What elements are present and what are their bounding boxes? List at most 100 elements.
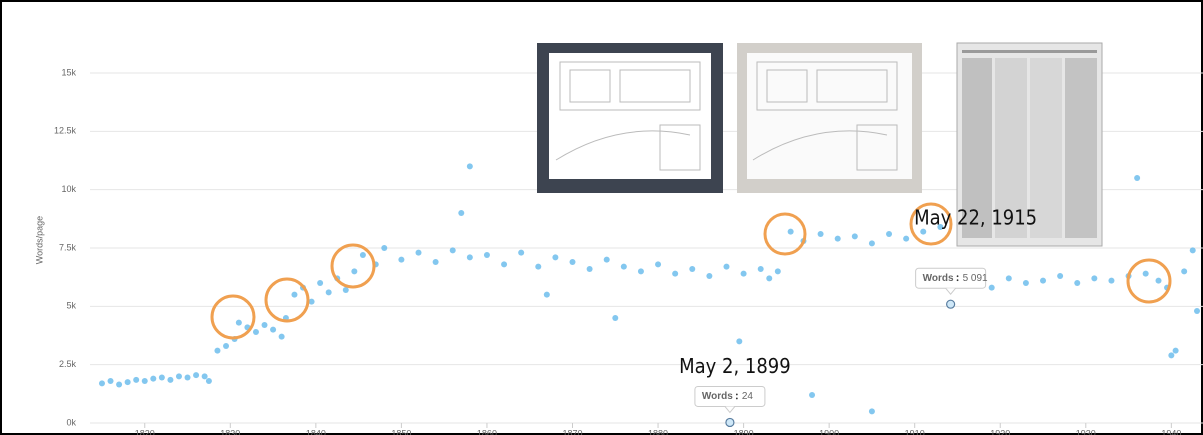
point [766,275,773,282]
point [308,298,315,305]
point [1155,277,1162,284]
point [868,240,875,247]
point [1168,352,1175,359]
point [466,163,473,170]
point [223,343,230,349]
point [141,378,148,384]
tooltip-sep [956,279,959,282]
point [637,268,644,275]
point [458,210,465,216]
point [1134,175,1141,181]
point [689,266,696,272]
point [1108,277,1115,284]
tooltip-point [725,417,735,428]
point [757,266,764,272]
point [552,254,559,261]
y-tick-label: 7.5k [59,242,77,252]
point [787,228,794,235]
x-tick-label: 1840 [306,428,326,435]
point [937,224,944,230]
point [1005,275,1012,282]
highlight-rings [210,202,1172,340]
point [603,256,610,263]
point [158,374,165,381]
y-axis-label: Words/page [34,216,44,264]
point [620,263,627,270]
date-annotation: May 2, 1899 [679,354,791,378]
thumbnail [956,42,1103,247]
point [466,254,473,261]
point [359,252,366,258]
tooltips: Words 24 May 2, 1899 Words 5 091 May 22, 1915 [679,206,1037,428]
point [116,381,123,388]
point [1040,277,1047,284]
point [672,270,679,277]
point [1172,347,1179,354]
x-tick-label: 1910 [905,428,925,435]
point [535,263,542,270]
point [868,408,875,415]
x-tick-label: 1870 [562,428,582,435]
y-tick-label: 2.5k [59,359,77,369]
point [98,380,105,387]
point [133,376,140,383]
point [774,268,781,275]
point [270,326,277,333]
point [1142,270,1149,277]
point [415,249,422,256]
tooltip-value: 24 [742,391,754,402]
x-tick-label: 1830 [220,428,240,435]
point [193,372,200,379]
x-tick-label: 1940 [1161,428,1181,435]
points [98,163,1201,415]
x-tick-label: 1860 [477,428,497,435]
tooltip-label: Words [923,273,954,284]
point [167,376,174,383]
point [317,280,324,286]
tooltip: Words 24 May 2, 1899 [679,354,791,428]
point [817,231,824,237]
point [809,392,816,398]
x-tick-label: 1900 [819,428,839,435]
point [988,284,995,291]
point [124,379,131,386]
point [1181,268,1188,275]
thumbnail [737,43,922,193]
point [740,270,747,277]
point [586,266,593,272]
y-tick-label: 10k [61,184,76,194]
point [1194,308,1201,314]
point [834,235,841,242]
x-tick-label: 1920 [990,428,1010,435]
tooltip-point [946,299,956,309]
point [381,245,388,251]
point [723,263,730,270]
point [543,291,550,298]
point [886,231,893,237]
point [175,373,182,380]
point [205,378,212,384]
point [351,268,358,275]
point [655,261,662,268]
point [1022,280,1029,286]
point [501,261,508,268]
point [235,319,242,326]
y-tick-label: 5k [66,301,76,311]
point [201,373,208,380]
point [1091,275,1098,282]
point [1189,247,1196,254]
x-tick-label: 1880 [648,428,668,435]
point [184,374,191,381]
point [252,329,259,335]
thumbnail [537,43,723,193]
point [261,322,268,328]
point [398,256,405,263]
point [449,247,456,254]
point [612,315,619,321]
point [706,273,713,279]
point [107,378,114,384]
tooltip-label: Words [702,391,733,402]
tooltip-pointer [945,287,957,295]
point [903,235,910,242]
tooltip-pointer [724,406,736,414]
